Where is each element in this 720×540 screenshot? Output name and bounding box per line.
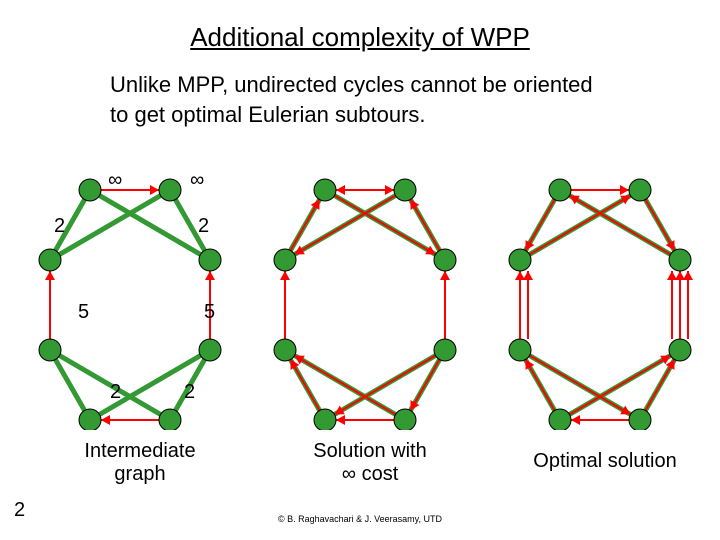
svg-text:2: 2 <box>198 215 209 237</box>
svg-text:∞: ∞ <box>108 169 122 191</box>
caption-right: Optimal solution <box>530 450 680 473</box>
svg-text:2: 2 <box>184 381 195 403</box>
copyright-footer: © B. Raghavachari & J. Veerasamy, UTD <box>0 514 720 524</box>
svg-text:5: 5 <box>78 301 89 323</box>
svg-text:5: 5 <box>204 301 215 323</box>
caption-middle: Solution with∞ cost <box>300 440 440 486</box>
page-title: Additional complexity of WPP <box>0 22 720 53</box>
diagram-optimal <box>500 160 700 430</box>
page-subtitle: Unlike MPP, undirected cycles cannot be … <box>110 70 610 129</box>
svg-text:2: 2 <box>110 381 121 403</box>
diagram-infty-cost <box>265 160 465 430</box>
caption-left: Intermediategraph <box>70 440 210 486</box>
diagram-intermediate: ∞ ∞ 2 2 5 5 2 2 <box>30 160 230 430</box>
svg-text:2: 2 <box>54 215 65 237</box>
svg-text:∞: ∞ <box>190 169 204 191</box>
